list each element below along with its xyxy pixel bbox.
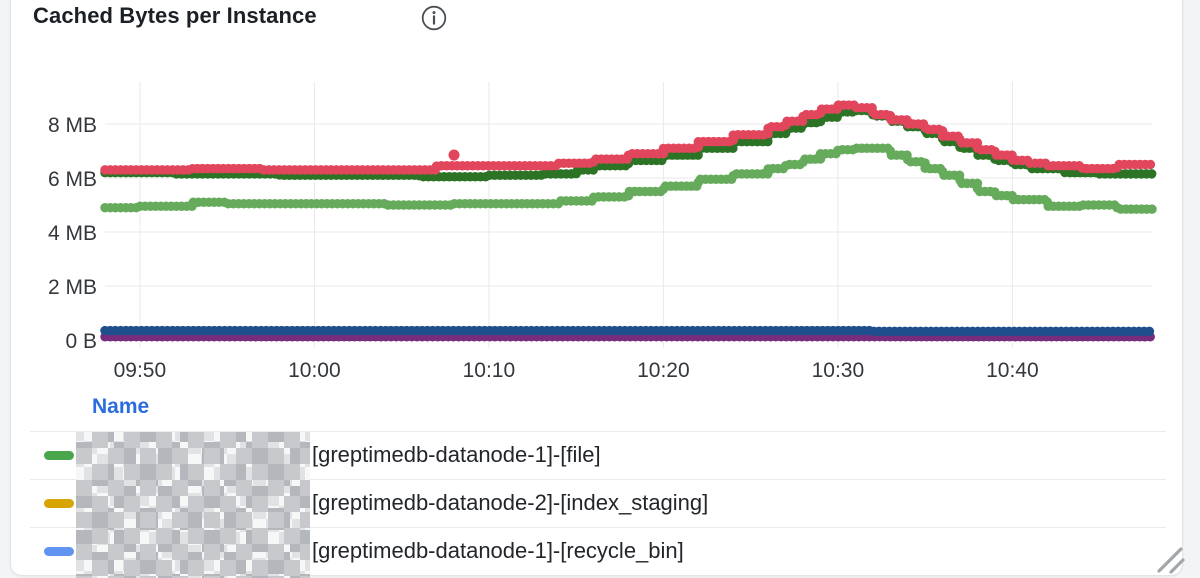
panel-resize-handle-icon[interactable] (1152, 540, 1188, 576)
info-icon[interactable] (420, 4, 448, 32)
y-tick-label: 4 MB (48, 222, 97, 245)
legend-divider (30, 527, 1166, 528)
y-tick-label: 8 MB (48, 114, 97, 137)
y-tick-label: 6 MB (48, 168, 97, 191)
legend-divider (30, 431, 1166, 432)
legend-row-index-staging[interactable]: [greptimedb-datanode-2]-[index_staging] (0, 480, 1183, 528)
legend-series-label[interactable]: [greptimedb-datanode-1]-[file] (312, 442, 601, 467)
panel-title: Cached Bytes per Instance (33, 3, 317, 28)
redacted-pixelated-text-block (76, 432, 310, 578)
legend-row-file[interactable]: [greptimedb-datanode-1]-[file] (0, 432, 1183, 480)
x-tick-label: 09:50 (114, 359, 167, 382)
y-tick-label: 2 MB (48, 276, 97, 299)
legend-name-sort-header[interactable]: Name (92, 395, 150, 418)
x-tick-label: 10:20 (637, 359, 690, 382)
x-tick-label: 10:00 (288, 359, 341, 382)
y-tick-label: 0 B (65, 330, 97, 353)
legend-divider (30, 479, 1166, 480)
outlier-point (448, 149, 460, 161)
series-red (100, 100, 1157, 175)
series-lines (100, 100, 1157, 342)
series-color-marker[interactable] (44, 547, 74, 556)
series-dark-blue (100, 325, 1157, 337)
series-color-marker[interactable] (44, 451, 74, 460)
x-tick-label: 10:10 (463, 359, 516, 382)
axis-tick-labels: 09:50 10:00 10:10 10:20 10:30 10:40 8 MB 6 MB 4 … (48, 114, 1039, 382)
time-series-chart[interactable]: 09:50 10:00 10:10 10:20 10:30 10:40 8 MB 6 MB 4 … (0, 0, 1200, 392)
x-tick-label: 10:40 (986, 359, 1039, 382)
series-color-marker[interactable] (44, 499, 74, 508)
legend-row-recycle-bin[interactable]: [greptimedb-datanode-1]-[recycle_bin] (0, 528, 1183, 576)
series-light-green (100, 143, 1157, 216)
x-tick-label: 10:30 (812, 359, 865, 382)
legend-series-label[interactable]: [greptimedb-datanode-2]-[index_staging] (312, 490, 709, 515)
gridlines (105, 82, 1152, 348)
legend-series-label[interactable]: [greptimedb-datanode-1]-[recycle_bin] (312, 538, 684, 563)
